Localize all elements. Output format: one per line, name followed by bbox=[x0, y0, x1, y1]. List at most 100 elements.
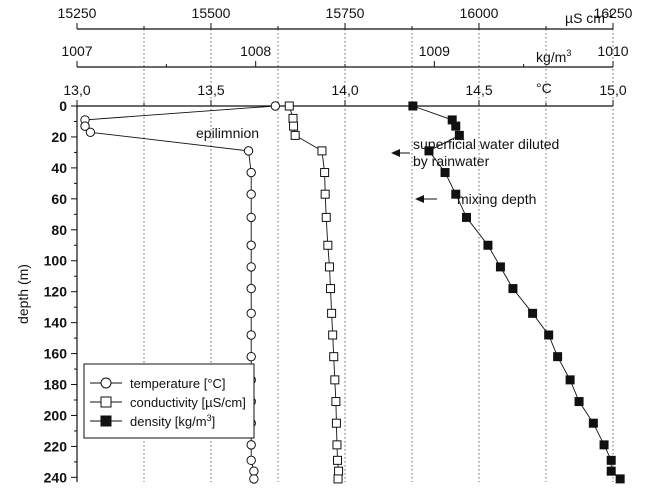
density-axis-unit: kg/m3 bbox=[536, 48, 571, 65]
temperature-point bbox=[246, 212, 256, 223]
density-point bbox=[606, 466, 616, 476]
temperature-point bbox=[246, 189, 256, 199]
legend-entry-density: density [kg/m3] bbox=[90, 413, 215, 429]
density-tick-label: 1009 bbox=[419, 43, 450, 59]
density-point bbox=[565, 375, 575, 385]
density-point bbox=[424, 146, 434, 156]
conductivity-point bbox=[331, 418, 341, 428]
density-point bbox=[454, 130, 464, 140]
conductivity-point bbox=[328, 330, 338, 340]
legend-marker-filled-square bbox=[100, 415, 112, 427]
temperature-axis: 13,0 13,5 14,0 14,5 15,0 °C bbox=[63, 80, 627, 107]
temperature-point bbox=[270, 101, 281, 111]
conductivity-point bbox=[321, 212, 331, 222]
conductivity-point bbox=[332, 455, 342, 465]
conductivity-point bbox=[329, 352, 339, 362]
temperature-point bbox=[246, 240, 256, 250]
temperature-point bbox=[246, 262, 256, 272]
density-point bbox=[495, 262, 505, 272]
annotation-superficial-water-line2: by rainwater bbox=[413, 153, 490, 169]
legend-entry-temperature: temperature [°C] bbox=[90, 376, 226, 391]
density-tick-label: 1007 bbox=[61, 43, 92, 59]
temperature-point bbox=[246, 330, 256, 340]
density-point bbox=[606, 455, 616, 465]
depth-tick-label: 20 bbox=[51, 129, 67, 145]
density-point bbox=[508, 284, 518, 294]
density-point bbox=[483, 240, 493, 250]
conductivity-tick-label: 15750 bbox=[326, 5, 365, 21]
conductivity-point bbox=[289, 121, 299, 131]
temperature-tick-label: 13,0 bbox=[63, 82, 90, 98]
density-point bbox=[408, 101, 418, 111]
legend: temperature [°C] conductivity [µS/cm] de… bbox=[83, 363, 255, 439]
conductivity-point bbox=[284, 101, 294, 111]
conductivity-tick-label: 15500 bbox=[192, 5, 231, 21]
legend-label-temperature: temperature [°C] bbox=[130, 376, 226, 391]
annotation-mixing-depth: mixing depth bbox=[457, 191, 536, 207]
temperature-point bbox=[246, 308, 256, 319]
temperature-tick-label: 14,0 bbox=[331, 82, 358, 98]
density-point bbox=[461, 212, 471, 222]
legend-box bbox=[83, 363, 255, 439]
temperature-axis-unit: °C bbox=[536, 80, 552, 96]
conductivity-point bbox=[333, 474, 343, 484]
temperature-point bbox=[249, 474, 259, 484]
depth-tick-label: 100 bbox=[44, 253, 68, 269]
density-point bbox=[588, 418, 598, 428]
depth-tick-label: 140 bbox=[44, 315, 68, 331]
conductivity-tick-label: 16000 bbox=[460, 5, 499, 21]
temperature-point bbox=[85, 127, 96, 138]
conductivity-point bbox=[317, 146, 327, 156]
annotation-mixing-depth-arrow bbox=[415, 195, 437, 203]
conductivity-point bbox=[334, 466, 344, 476]
density-point bbox=[574, 397, 584, 407]
conductivity-point bbox=[331, 397, 341, 407]
conductivity-tick-label: 15250 bbox=[58, 5, 97, 21]
depth-tick-label: 160 bbox=[44, 346, 68, 362]
legend-entry-conductivity: conductivity [µS/cm] bbox=[90, 395, 246, 410]
temperature-point bbox=[246, 455, 256, 466]
density-point bbox=[553, 352, 563, 362]
legend-label-conductivity: conductivity [µS/cm] bbox=[130, 395, 246, 410]
depth-tick-label: 120 bbox=[44, 284, 68, 300]
conductivity-point bbox=[323, 240, 333, 250]
temperature-point bbox=[246, 167, 256, 178]
depth-tick-label: 240 bbox=[44, 469, 68, 485]
temperature-point bbox=[246, 351, 256, 362]
conductivity-point bbox=[326, 284, 336, 294]
density-point bbox=[451, 121, 461, 131]
temperature-tick-label: 15,0 bbox=[599, 82, 626, 98]
density-point bbox=[528, 308, 538, 318]
temperature-point bbox=[246, 440, 256, 450]
conductivity-point bbox=[288, 113, 298, 123]
density-point bbox=[599, 440, 609, 450]
conductivity-axis: 15250 15500 15750 16000 16250 µS cm-1 bbox=[58, 5, 633, 30]
depth-tick-label: 40 bbox=[51, 160, 67, 176]
density-tick-label: 1010 bbox=[597, 43, 628, 59]
conductivity-point bbox=[320, 168, 330, 178]
depth-tick-label: 60 bbox=[51, 191, 67, 207]
depth-tick-label: 220 bbox=[44, 438, 68, 454]
legend-marker-open-circle bbox=[100, 377, 112, 389]
temperature-tick-label: 13,5 bbox=[197, 82, 224, 98]
depth-tick-label: 0 bbox=[59, 98, 67, 114]
density-point bbox=[544, 330, 554, 340]
annotation-epilimnion: epilimnion bbox=[196, 125, 259, 141]
legend-marker-open-square bbox=[100, 396, 112, 408]
conductivity-point bbox=[330, 375, 340, 385]
conductivity-point bbox=[290, 130, 300, 140]
temperature-point bbox=[249, 466, 259, 476]
density-point bbox=[451, 189, 461, 199]
conductivity-point bbox=[332, 440, 342, 450]
density-point bbox=[440, 168, 450, 178]
depth-axis-label: depth (m) bbox=[15, 264, 31, 324]
temperature-point bbox=[243, 146, 254, 156]
depth-tick-label: 180 bbox=[44, 377, 68, 393]
conductivity-point bbox=[324, 262, 334, 272]
series-layer bbox=[80, 101, 625, 484]
conductivity-axis-unit: µS cm-1 bbox=[565, 9, 613, 26]
density-tick-label: 1008 bbox=[240, 43, 271, 59]
annotation-superficial-water-line1: superficial water diluted bbox=[413, 136, 559, 152]
conductivity-point bbox=[320, 189, 330, 199]
